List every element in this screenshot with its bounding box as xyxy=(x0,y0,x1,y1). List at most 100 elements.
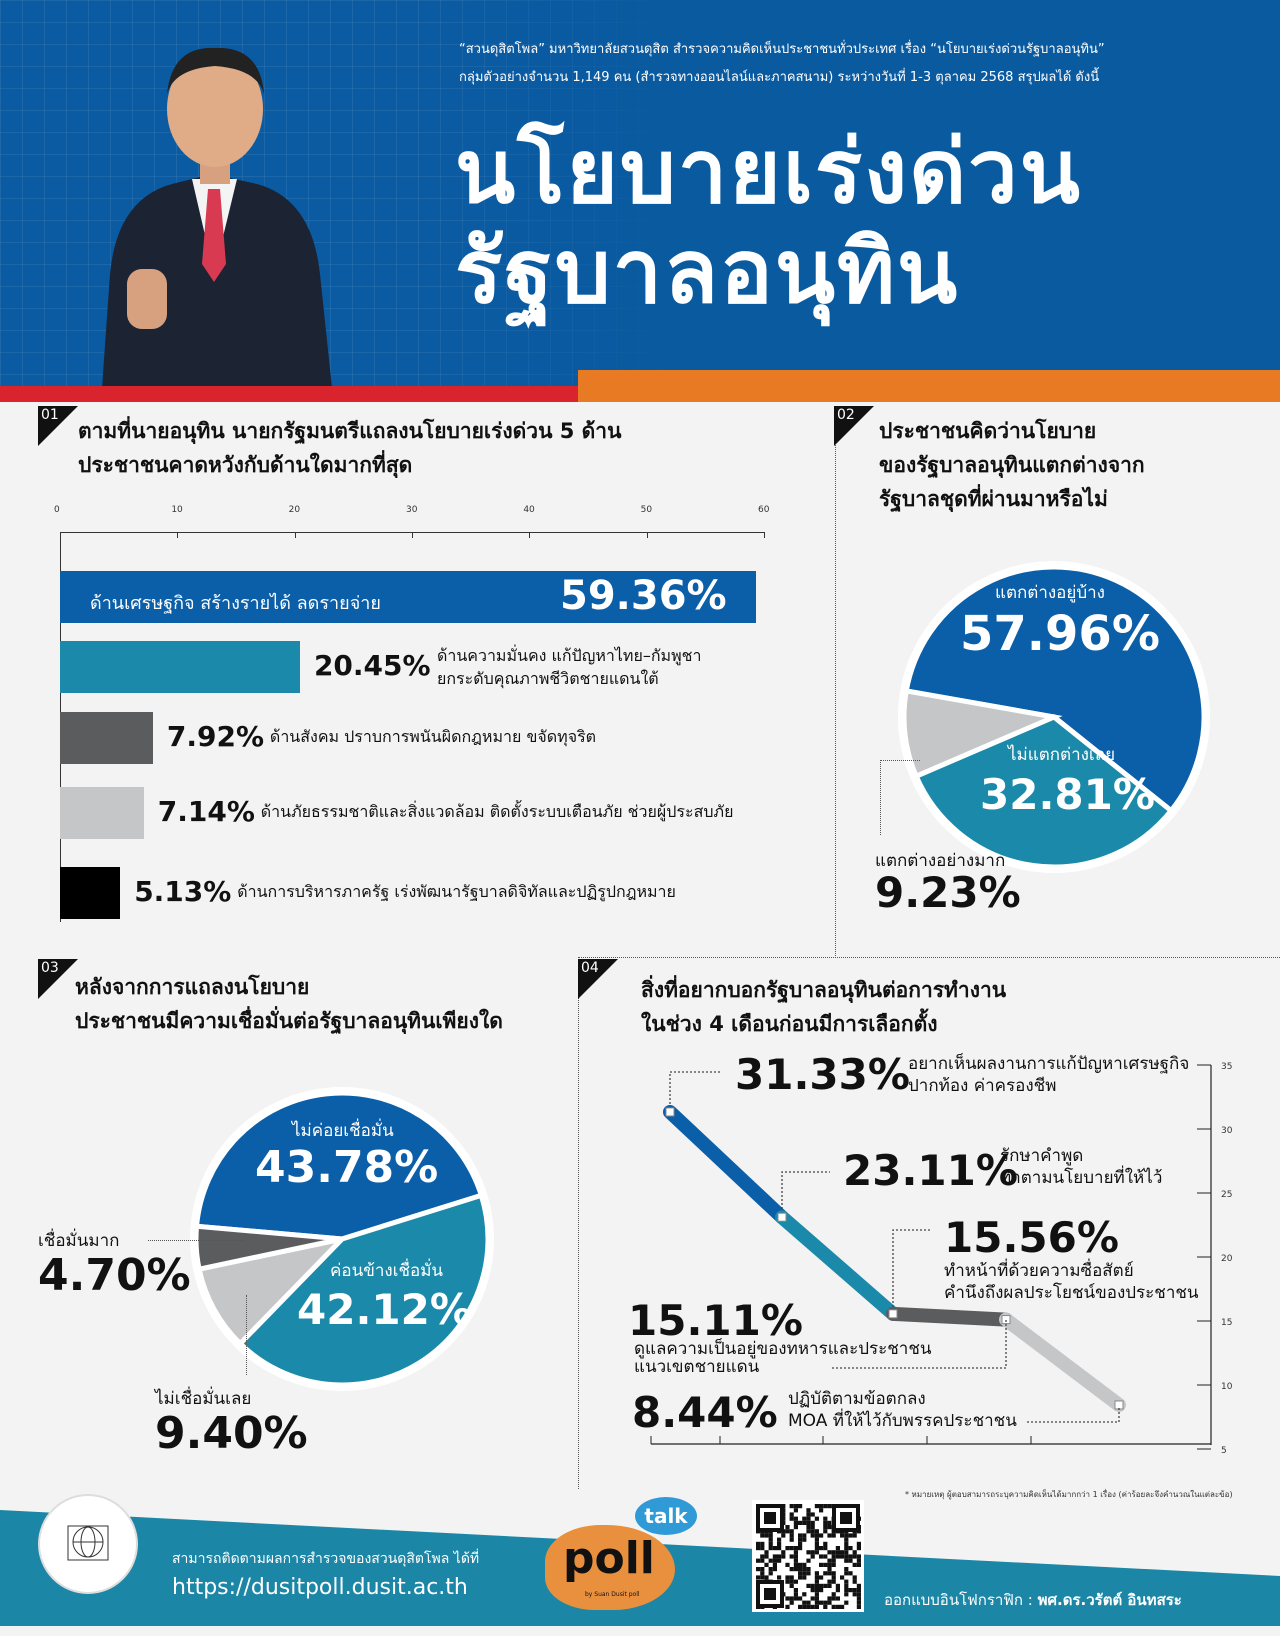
tick-label: 40 xyxy=(523,505,535,515)
qr-module xyxy=(823,1525,828,1530)
qr-module xyxy=(789,1516,794,1521)
qr-module xyxy=(806,1508,811,1513)
qr-module xyxy=(764,1554,769,1559)
qr-module xyxy=(810,1554,815,1559)
qr-module xyxy=(785,1529,790,1534)
qr-module xyxy=(819,1575,824,1580)
point-value: 15.11% xyxy=(628,1296,803,1345)
slice-label: เชื่อมั่นมาก xyxy=(38,1231,120,1251)
qr-module xyxy=(768,1558,773,1563)
qr-module xyxy=(793,1516,798,1521)
qr-code[interactable] xyxy=(752,1500,864,1612)
qr-module xyxy=(802,1567,807,1572)
qr-module xyxy=(756,1567,761,1572)
prime-minister-photo xyxy=(102,47,332,388)
dusitpoll-link[interactable]: https://dusitpoll.dusit.ac.th xyxy=(172,1575,468,1600)
qr-module xyxy=(793,1558,798,1563)
qr-module xyxy=(827,1520,832,1525)
qr-module xyxy=(806,1525,811,1530)
qr-module xyxy=(827,1596,832,1601)
qr-module xyxy=(844,1571,849,1576)
qr-module xyxy=(844,1588,849,1593)
qr-module xyxy=(756,1541,761,1546)
y-tick-label: 5 xyxy=(1221,1446,1227,1456)
qr-module xyxy=(823,1546,828,1551)
qr-module xyxy=(798,1541,803,1546)
qr-module xyxy=(760,1541,765,1546)
qr-module xyxy=(856,1592,861,1597)
qr-module xyxy=(840,1575,845,1580)
qr-module xyxy=(856,1583,861,1588)
qr-module xyxy=(844,1533,849,1538)
y-tick-label: 15 xyxy=(1221,1318,1232,1328)
globe-icon xyxy=(67,1525,109,1561)
qr-module xyxy=(798,1571,803,1576)
qr-module xyxy=(844,1583,849,1588)
qr-module xyxy=(844,1554,849,1559)
qr-module xyxy=(785,1575,790,1580)
qr-module xyxy=(793,1504,798,1509)
qr-module xyxy=(823,1516,828,1521)
qr-module xyxy=(777,1575,782,1580)
tick-label: 0 xyxy=(54,505,60,515)
qr-module xyxy=(798,1567,803,1572)
qr-module xyxy=(852,1575,857,1580)
qr-module xyxy=(814,1546,819,1551)
bar-label: ด้านการบริหารภาครัฐ เร่งพัฒนารัฐบาลดิจิท… xyxy=(237,882,676,901)
data-point xyxy=(888,1309,898,1319)
tick-label: 60 xyxy=(758,505,770,515)
pointer-line xyxy=(1025,1408,1120,1423)
qr-module xyxy=(827,1579,832,1584)
divider xyxy=(835,406,836,956)
qr-module xyxy=(856,1562,861,1567)
line-segment xyxy=(999,1312,1126,1412)
qr-module xyxy=(827,1558,832,1563)
qr-module xyxy=(835,1596,840,1601)
qr-module xyxy=(814,1541,819,1546)
qr-module xyxy=(793,1562,798,1567)
qr-module xyxy=(827,1533,832,1538)
qr-module xyxy=(789,1583,794,1588)
section-2-title: ประชาชนคิดว่านโยบาย ของรัฐบาลอนุทินแตกต่า… xyxy=(879,419,1145,511)
qr-module xyxy=(760,1554,765,1559)
qr-module xyxy=(777,1558,782,1563)
qr-module xyxy=(785,1546,790,1551)
qr-module xyxy=(785,1596,790,1601)
qr-module xyxy=(806,1571,811,1576)
qr-module xyxy=(819,1504,824,1509)
qr-module xyxy=(789,1575,794,1580)
y-tick-label: 20 xyxy=(1221,1254,1233,1264)
qr-module xyxy=(831,1571,836,1576)
slice-value: 32.81% xyxy=(980,770,1155,819)
qr-module xyxy=(844,1541,849,1546)
qr-module xyxy=(814,1529,819,1534)
qr-module xyxy=(823,1600,828,1605)
qr-module xyxy=(823,1571,828,1576)
qr-module xyxy=(840,1550,845,1555)
qr-module xyxy=(810,1520,815,1525)
qr-module xyxy=(819,1533,824,1538)
qr-module xyxy=(814,1571,819,1576)
qr-module xyxy=(764,1562,769,1567)
qr-module xyxy=(852,1533,857,1538)
bar xyxy=(60,787,144,839)
qr-module xyxy=(781,1550,786,1555)
qr-module xyxy=(827,1525,832,1530)
divider xyxy=(578,957,1280,958)
bar xyxy=(60,867,121,919)
data-point xyxy=(1001,1315,1011,1325)
qr-module xyxy=(802,1537,807,1542)
qr-module xyxy=(823,1520,828,1525)
qr-module xyxy=(814,1504,819,1509)
qr-module xyxy=(831,1558,836,1563)
qr-module xyxy=(827,1600,832,1605)
qr-module xyxy=(764,1550,769,1555)
qr-module xyxy=(835,1604,840,1609)
qr-module xyxy=(768,1571,773,1576)
qr-module xyxy=(814,1604,819,1609)
qr-module xyxy=(802,1562,807,1567)
main-title-line-2: รัฐบาลอนุทิน xyxy=(455,220,960,323)
qr-module xyxy=(793,1525,798,1530)
tick-label: 50 xyxy=(640,505,653,515)
qr-module xyxy=(848,1554,853,1559)
